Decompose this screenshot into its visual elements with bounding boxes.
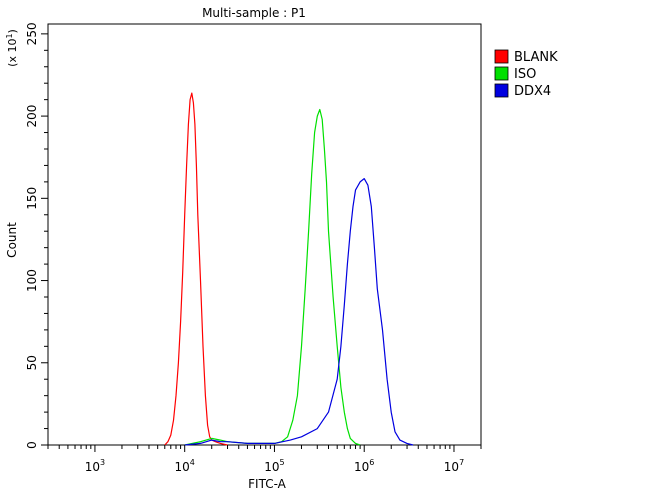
plot-frame [47, 23, 482, 446]
plot-area [47, 23, 482, 446]
y-tick-label: 100 [25, 269, 39, 292]
x-tick-base: 10 [444, 460, 459, 474]
y-tick-label: 0 [25, 441, 39, 449]
legend-label: BLANK [514, 50, 558, 65]
series-lines [164, 92, 414, 446]
legend-label: ISO [514, 67, 536, 82]
y-tick-label: 50 [25, 355, 39, 370]
x-tick-exponent: 6 [369, 458, 374, 467]
x-tick-exponent: 5 [280, 458, 285, 467]
legend-swatch [494, 49, 509, 64]
chart-title: Multi-sample : P1 [202, 6, 306, 20]
x-tick-base: 10 [85, 460, 100, 474]
x-tick-base: 10 [175, 460, 190, 474]
legend-swatch [494, 66, 509, 81]
y-multiplier-exponent: 1 [5, 33, 14, 38]
y-tick-label: 150 [25, 187, 39, 210]
y-tick-label: 200 [25, 105, 39, 128]
legend-label: DDX4 [514, 84, 551, 99]
legend-swatch [494, 83, 509, 98]
y-axis-label: Count [5, 222, 19, 258]
series-line-blank [164, 92, 228, 446]
x-tick-label: 104 [175, 458, 195, 474]
x-tick-label: 107 [444, 458, 464, 474]
x-tick-label: 105 [264, 458, 284, 474]
x-tick-label: 103 [85, 458, 105, 474]
x-tick-exponent: 4 [190, 458, 195, 467]
x-tick-label: 106 [354, 458, 374, 474]
y-tick-label: 250 [25, 22, 39, 45]
series-line-ddx4 [184, 178, 414, 446]
legend: BLANK ISO DDX4 [494, 49, 558, 99]
y-multiplier-prefix: (x 10 [6, 39, 19, 67]
y-axis-multiplier: (x 101) [5, 29, 19, 67]
x-axis-label: FITC-A [248, 477, 287, 491]
x-tick-exponent: 3 [100, 458, 105, 467]
x-tick-base: 10 [264, 460, 279, 474]
x-tick-exponent: 7 [459, 458, 464, 467]
x-tick-base: 10 [354, 460, 369, 474]
y-multiplier-suffix: ) [6, 29, 19, 33]
